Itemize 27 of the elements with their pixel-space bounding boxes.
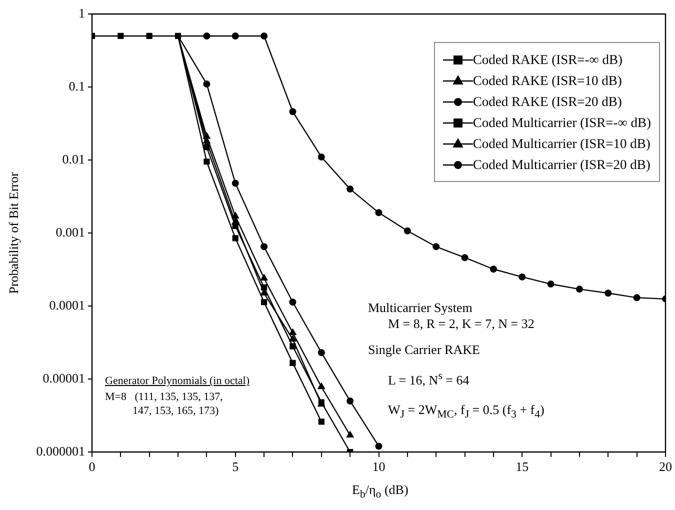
y-tick-label: 1 bbox=[78, 5, 85, 20]
annotation: Multicarrier System bbox=[368, 300, 472, 316]
legend-label: Coded Multicarrier (ISR=20 dB) bbox=[472, 156, 650, 172]
x-axis-title: E$_{b}$/η$_{o}$ (dB) bbox=[352, 482, 408, 501]
x-tick-label: 0 bbox=[88, 459, 96, 474]
y-tick-label: 0.1 bbox=[68, 78, 85, 94]
y-tick-label: 0.01 bbox=[62, 151, 85, 166]
annotation: L = 16, N$^{s}$ = 64 bbox=[388, 370, 470, 389]
y-tick-label: 0.000001 bbox=[36, 443, 85, 458]
y-tick-label: 0.0001 bbox=[49, 297, 85, 312]
legend-label: Coded Multicarrier (ISR=10 dB) bbox=[472, 136, 650, 152]
legend-label: Coded Multicarrier (ISR=-∞ dB) bbox=[472, 114, 651, 130]
annotation: Single Carrier RAKE bbox=[368, 342, 480, 358]
x-tick-label: 5 bbox=[232, 459, 239, 474]
text: W$_{J}$ = 2W$_{MC}$, f$_{J}$ = 0.5 (f$_{3}$ + f$_{4}$) bbox=[388, 402, 544, 421]
x-tick-label: 10 bbox=[372, 459, 386, 474]
y-tick-label: 0.001 bbox=[56, 224, 85, 240]
legend-label: Coded RAKE (ISR=20 dB) bbox=[472, 94, 622, 110]
y-tick-label: 0.00001 bbox=[42, 370, 85, 386]
y-axis-title: Probability of Bit Error bbox=[6, 172, 22, 294]
annotation: M=8 (111, 135, 135, 137, 147, 153, 165, 173) bbox=[105, 391, 223, 418]
x-tick-label: 15 bbox=[516, 459, 529, 474]
x-tick-label: 20 bbox=[659, 459, 672, 474]
legend-label: Coded RAKE (ISR=-∞ dB) bbox=[472, 52, 623, 68]
annotation: M = 8, R = 2, K = 7, N = 32 bbox=[388, 316, 534, 332]
annotation: Generator Polynomials (in octal) bbox=[105, 375, 250, 389]
legend-label: Coded RAKE (ISR=10 dB) bbox=[472, 72, 622, 88]
